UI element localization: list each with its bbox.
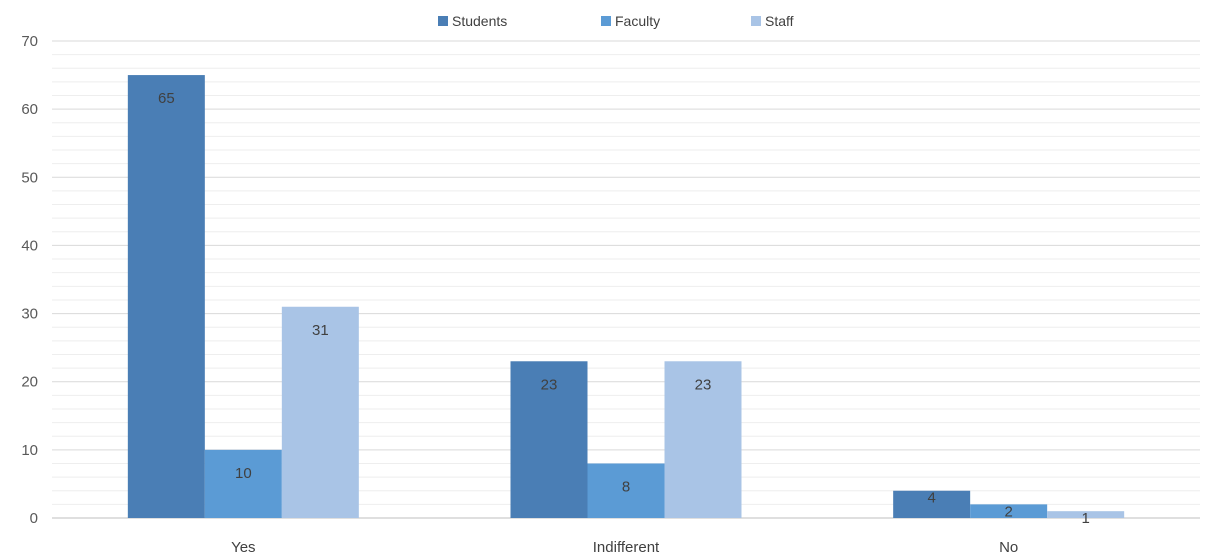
legend: Students Faculty Staff (438, 13, 794, 29)
bar-faculty-indifferent (587, 463, 665, 518)
x-axis: Yes Indifferent No (231, 539, 1018, 556)
x-category-label: Indifferent (593, 539, 660, 556)
data-label: 10 (235, 465, 252, 482)
legend-swatch-students (438, 16, 448, 26)
y-tick-label: 60 (21, 101, 38, 118)
bar-students-indifferent (510, 361, 588, 518)
legend-swatch-faculty (601, 16, 611, 26)
bar-students-yes (127, 75, 205, 519)
bar-staff-indifferent (664, 361, 742, 518)
y-tick-label: 30 (21, 306, 38, 323)
y-tick-label: 20 (21, 374, 38, 391)
legend-label-faculty: Faculty (615, 13, 660, 29)
y-tick-label: 40 (21, 237, 38, 254)
y-tick-label: 70 (21, 33, 38, 50)
bars (127, 75, 1125, 519)
data-label: 4 (927, 490, 935, 507)
x-category-label: Yes (231, 539, 255, 556)
legend-label-staff: Staff (765, 13, 794, 29)
data-label: 1 (1081, 510, 1089, 527)
y-tick-label: 10 (21, 442, 38, 459)
data-label: 2 (1004, 503, 1012, 520)
legend-swatch-staff (751, 16, 761, 26)
bar-staff-no (1047, 511, 1125, 518)
data-labels: 65 10 31 23 8 23 4 2 1 (158, 90, 1090, 527)
data-label: 23 (541, 376, 558, 393)
gridlines (52, 40, 1200, 519)
bar-faculty-yes (204, 449, 282, 518)
x-category-label: No (999, 539, 1018, 556)
bar-students-no (893, 490, 971, 518)
bar-staff-yes (281, 306, 359, 518)
y-tick-label: 50 (21, 169, 38, 186)
bar-faculty-no (970, 504, 1048, 518)
legend-label-students: Students (452, 13, 507, 29)
y-tick-label: 0 (30, 510, 38, 527)
data-label: 31 (312, 322, 329, 339)
data-label: 23 (695, 376, 712, 393)
data-label: 65 (158, 90, 175, 107)
data-label: 8 (622, 478, 630, 495)
